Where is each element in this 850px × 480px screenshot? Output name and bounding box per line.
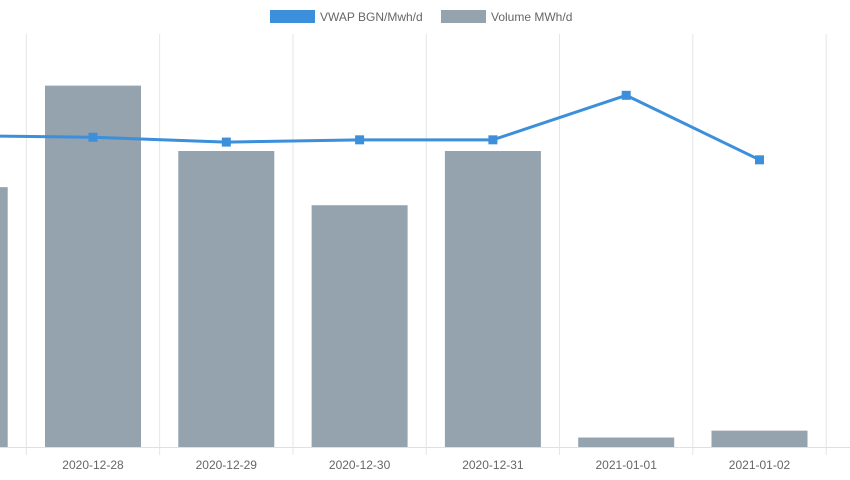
vwap-point-2020-12-30 <box>355 135 365 145</box>
legend[interactable]: VWAP BGN/Mwh/d Volume MWh/d <box>270 10 572 24</box>
legend-item-volume[interactable]: Volume MWh/d <box>441 10 572 24</box>
legend-label: VWAP BGN/Mwh/d <box>320 10 423 24</box>
vwap-point-2021-01-01 <box>621 90 631 100</box>
grid-lines <box>0 34 850 455</box>
bar-series <box>0 85 808 447</box>
bar-2020-12-28 <box>45 85 141 447</box>
legend-swatch <box>270 10 315 23</box>
x-tick-label: 2020-12-30 <box>329 458 391 472</box>
vwap-point-2020-12-28 <box>88 132 98 142</box>
x-tick-label: 2020-12-29 <box>196 458 258 472</box>
bar-2021-01-01 <box>578 437 675 447</box>
legend-label: Volume MWh/d <box>491 10 572 24</box>
bar-2020-12-29 <box>178 151 275 447</box>
x-tick-label: 2020-12-31 <box>462 458 524 472</box>
bar-2020-12-27 <box>0 187 8 447</box>
x-tick-label: 2021-01-01 <box>596 458 658 472</box>
x-tick-label: 2020-12-28 <box>62 458 124 472</box>
legend-item-vwap[interactable]: VWAP BGN/Mwh/d <box>270 10 423 24</box>
legend-swatch <box>441 10 486 23</box>
vwap-point-2020-12-31 <box>488 135 498 145</box>
x-tick-label: 2021-01-02 <box>729 458 791 472</box>
bar-2020-12-31 <box>444 151 541 447</box>
x-axis-ticks: 2020-12-28 2020-12-29 2020-12-30 2020-12-31… <box>62 458 790 472</box>
vwap-point-2020-12-29 <box>221 137 231 147</box>
line-series <box>0 90 764 165</box>
vwap-point-2021-01-02 <box>755 155 764 165</box>
bar-2021-01-02 <box>711 430 808 447</box>
bar-2020-12-30 <box>311 205 408 447</box>
